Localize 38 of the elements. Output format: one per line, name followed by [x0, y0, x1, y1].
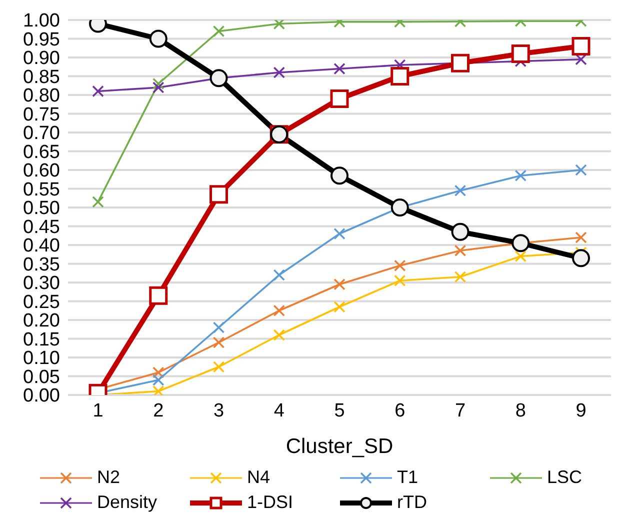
y-tick-label: 0.00: [23, 386, 60, 407]
y-tick-label: 0.60: [23, 160, 60, 182]
legend-label: rTD: [397, 492, 427, 513]
y-tick-label: 0.55: [23, 179, 60, 200]
legend-label: Density: [97, 492, 158, 513]
x-axis-title: Cluster_SD: [286, 435, 394, 458]
x-tick-label: 5: [334, 400, 345, 422]
legend-label: T1: [397, 467, 418, 488]
x-tick-label: 1: [92, 400, 104, 422]
y-tick-label: 0.95: [23, 29, 60, 50]
y-tick-label: 0.40: [23, 236, 60, 257]
y-tick-label: 0.80: [23, 86, 60, 107]
y-tick-label: 0.85: [23, 66, 60, 88]
y-tick-label: 0.20: [23, 310, 60, 332]
x-tick-label: 6: [394, 400, 406, 422]
y-tick-label: 0.05: [23, 366, 60, 388]
y-tick-label: 0.35: [23, 254, 60, 276]
y-tick-label: 0.45: [23, 216, 60, 238]
y-tick-label: 0.10: [23, 348, 60, 370]
y-tick-label: 0.90: [23, 48, 60, 70]
x-tick-label: 3: [213, 400, 224, 422]
legend-label: LSC: [547, 467, 582, 488]
legend-label: N2: [97, 467, 120, 488]
y-tick-label: 0.25: [23, 292, 60, 313]
y-tick-label: 0.15: [23, 329, 60, 350]
y-tick-label: 0.70: [23, 123, 60, 144]
y-tick-label: 0.30: [23, 273, 60, 294]
x-tick-label: 4: [274, 400, 285, 422]
x-tick-label: 8: [515, 400, 526, 422]
x-tick-label: 7: [454, 400, 466, 422]
y-tick-label: 0.65: [23, 142, 60, 163]
y-tick-label: 1.00: [23, 10, 60, 32]
legend-label: 1-DSI: [247, 492, 294, 513]
x-tick-label: 9: [576, 400, 586, 422]
y-tick-label: 0.75: [23, 104, 60, 126]
legend-label: N4: [247, 467, 270, 488]
x-tick-label: 2: [153, 400, 164, 422]
y-tick-label: 0.50: [23, 198, 60, 220]
